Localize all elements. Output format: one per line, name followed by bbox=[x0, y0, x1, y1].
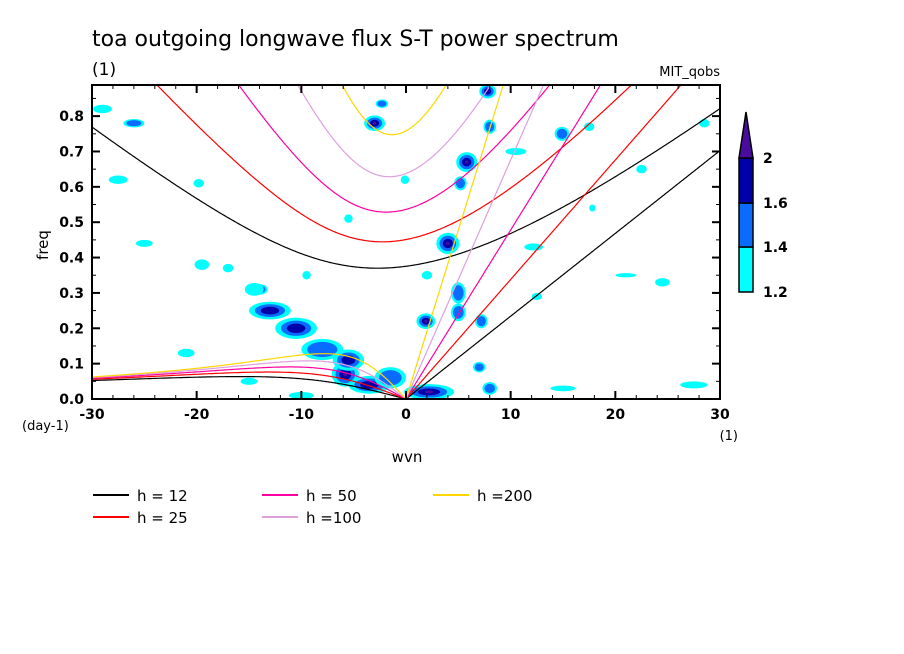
er-n1-curve-h25 bbox=[92, 371, 406, 399]
power-contour-level-1 bbox=[636, 164, 647, 174]
er-n1-curve-h12 bbox=[92, 376, 406, 399]
power-contour-level-1 bbox=[680, 381, 708, 389]
ig-n1-curve-h12 bbox=[92, 108, 720, 269]
colorbar: 1.2 1.4 1.6 2 bbox=[738, 111, 788, 301]
power-contour-level-1 bbox=[177, 348, 195, 358]
power-contour-level-4 bbox=[446, 241, 450, 246]
contour-fill-layer bbox=[93, 85, 710, 399]
power-contour-level-1 bbox=[135, 239, 153, 247]
x-tick-label: 20 bbox=[606, 407, 626, 423]
colorbar-segment bbox=[738, 202, 754, 248]
er-n1-curve-h50 bbox=[92, 366, 406, 399]
y-axis-units: (day-1) bbox=[22, 419, 69, 434]
dataset-label: MIT_qobs bbox=[659, 65, 720, 80]
power-contour-level-1 bbox=[421, 270, 433, 280]
x-axis-units: (1) bbox=[720, 429, 738, 444]
kelvin-curve-h200 bbox=[405, 85, 504, 399]
kelvin-curve-h25 bbox=[405, 85, 682, 399]
power-contour-level-1 bbox=[583, 122, 595, 131]
power-contour-level-1 bbox=[589, 204, 596, 212]
power-contour-level-2 bbox=[377, 100, 387, 107]
colorbar-overflow-triangle bbox=[738, 111, 754, 159]
er-n1-curve-h200 bbox=[92, 353, 406, 399]
y-tick-label: 0.6 bbox=[59, 180, 84, 196]
power-contour-level-2 bbox=[307, 341, 338, 358]
power-contour-level-3 bbox=[260, 306, 280, 315]
colorbar-label: 1.2 bbox=[763, 285, 788, 301]
y-tick-label: 0.5 bbox=[59, 215, 84, 231]
y-axis-label: freq bbox=[34, 230, 52, 260]
x-tick-label: -10 bbox=[289, 407, 315, 423]
colorbar-segment bbox=[738, 246, 754, 293]
legend-label-h12: h = 12 bbox=[137, 487, 188, 505]
power-contour-level-4 bbox=[465, 160, 469, 164]
power-contour-level-1 bbox=[193, 179, 204, 188]
power-contour-level-4 bbox=[424, 319, 428, 323]
power-contour-level-1 bbox=[505, 147, 527, 156]
subtitle-units: (1) bbox=[92, 60, 116, 80]
axis-ticks: -30 -20 -10 0 10 20 30 0.0 0.1 0.2 0.3 0.4 0.5 0.6 0.7… bbox=[59, 85, 730, 423]
x-tick-label: 0 bbox=[401, 407, 411, 423]
colorbar-label: 1.6 bbox=[763, 196, 788, 212]
y-tick-label: 0.0 bbox=[59, 392, 84, 408]
power-contour-level-1 bbox=[194, 259, 210, 270]
y-tick-label: 0.3 bbox=[59, 286, 84, 302]
ig-n1-curve-h25 bbox=[156, 85, 633, 243]
power-contour-level-1 bbox=[302, 270, 311, 280]
power-contour-level-2 bbox=[455, 178, 465, 189]
power-contour-level-2 bbox=[453, 285, 464, 301]
power-contour-level-2 bbox=[476, 316, 486, 327]
power-contour-level-2 bbox=[556, 128, 568, 139]
power-contour-level-1 bbox=[244, 283, 264, 296]
kelvin-curve-h50 bbox=[405, 85, 602, 399]
power-contour-level-2 bbox=[378, 370, 402, 386]
y-tick-label: 0.1 bbox=[59, 357, 84, 373]
legend-label-h200: h =200 bbox=[477, 487, 532, 505]
power-contour-level-1 bbox=[550, 385, 576, 392]
power-contour-level-1 bbox=[615, 273, 637, 278]
colorbar-segment bbox=[738, 157, 754, 204]
power-contour-level-2 bbox=[474, 363, 484, 371]
y-tick-label: 0.7 bbox=[59, 144, 84, 160]
x-tick-label: 10 bbox=[501, 407, 521, 423]
power-contour-level-3 bbox=[286, 323, 306, 333]
x-tick-label: -30 bbox=[79, 407, 105, 423]
legend-label-h50: h = 50 bbox=[306, 487, 357, 505]
legend-label-h25: h = 25 bbox=[137, 509, 188, 527]
power-contour-level-1 bbox=[240, 377, 258, 385]
power-contour-level-1 bbox=[655, 278, 670, 287]
x-tick-label: 30 bbox=[710, 407, 730, 423]
power-contour-level-2 bbox=[484, 383, 496, 393]
er-n1-curve-h100 bbox=[92, 360, 406, 399]
legend-label-h100: h =100 bbox=[306, 509, 361, 527]
x-axis-label: wvn bbox=[392, 448, 423, 466]
power-contour-level-1 bbox=[108, 175, 128, 185]
power-contour-level-4 bbox=[425, 390, 434, 394]
y-tick-label: 0.4 bbox=[59, 251, 84, 267]
power-contour-level-2 bbox=[126, 120, 142, 127]
y-tick-label: 0.2 bbox=[59, 321, 84, 337]
y-tick-label: 0.8 bbox=[59, 109, 84, 125]
x-tick-label: -20 bbox=[184, 407, 210, 423]
power-contour-level-1 bbox=[699, 118, 710, 128]
power-contour-level-1 bbox=[222, 263, 234, 273]
power-contour-level-1 bbox=[93, 104, 112, 114]
dispersion-curves-layer bbox=[92, 85, 720, 399]
chart-title: toa outgoing longwave flux S-T power spe… bbox=[92, 27, 619, 52]
colorbar-label: 1.4 bbox=[763, 240, 788, 256]
ig-n1-curve-h100 bbox=[297, 85, 492, 178]
legend: h = 12 h = 25 h = 50 h =100 h =200 bbox=[93, 487, 532, 527]
colorbar-label: 2 bbox=[763, 151, 773, 167]
power-contour-level-1 bbox=[344, 214, 353, 223]
kelvin-curve-h100 bbox=[405, 85, 545, 399]
power-contour-level-1 bbox=[524, 243, 544, 251]
kelvin-curve-h12 bbox=[405, 150, 720, 399]
ig-n1-curve-h50 bbox=[237, 85, 551, 213]
power-contour-level-4 bbox=[372, 121, 377, 125]
power-contour-level-1 bbox=[400, 175, 410, 185]
ig-n1-curve-h200 bbox=[341, 85, 447, 136]
